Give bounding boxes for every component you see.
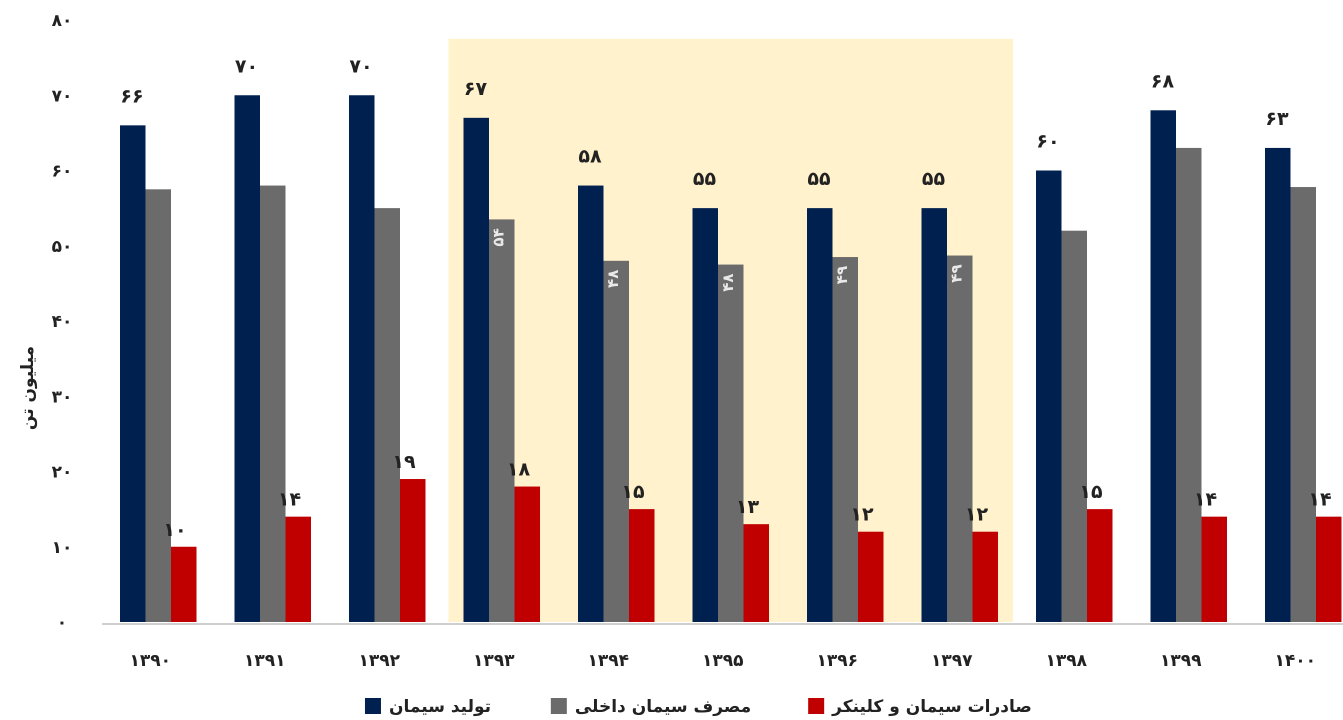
- bar-1: [1036, 170, 1062, 622]
- y-axis-title: میلیون تن: [18, 346, 38, 430]
- bar-3: [285, 516, 311, 622]
- legend-swatch: [808, 698, 825, 714]
- y-tick-label: ۵۰: [52, 237, 73, 257]
- bar-3: [171, 546, 197, 622]
- bar-1: [578, 185, 604, 623]
- y-tick-label: ۶۰: [52, 162, 73, 182]
- bar-3: [1316, 516, 1342, 622]
- bar-3: [1201, 516, 1227, 622]
- bar-1: [807, 208, 833, 622]
- x-tick-label: ۱۳۹۵: [702, 651, 744, 671]
- bar-1: [349, 95, 375, 622]
- data-label: ۷۰: [349, 55, 372, 77]
- data-label: ۵۴: [490, 228, 508, 246]
- data-label: ۷۰: [235, 55, 258, 77]
- data-label: ۱۹: [392, 451, 416, 473]
- bar-1: [463, 117, 489, 622]
- x-tick-label: ۱۳۹۱: [244, 651, 286, 671]
- data-label: ۱۵: [1079, 481, 1103, 503]
- bar-1: [1150, 110, 1176, 623]
- data-label: ۶۶: [120, 85, 143, 107]
- data-label: ۱۳: [736, 496, 760, 518]
- x-tick-label: ۱۴۰۰: [1274, 651, 1316, 671]
- bar-3: [514, 486, 540, 622]
- data-label: ۵۵: [922, 168, 946, 190]
- data-label: ۶۳: [1265, 108, 1289, 130]
- y-tick-label: ۱۰: [52, 538, 73, 558]
- bar-2: [260, 185, 286, 623]
- bar-3: [400, 479, 426, 622]
- data-label: ۴۸: [604, 270, 622, 288]
- legend-swatch: [364, 698, 381, 714]
- data-label: ۴۸: [719, 273, 737, 291]
- y-tick-label: ۷۰: [52, 86, 73, 106]
- x-tick-label: ۱۳۹۶: [816, 651, 858, 671]
- data-label: ۱۴: [1194, 489, 1217, 511]
- y-tick-label: ۰: [57, 613, 67, 633]
- bar-3: [1087, 509, 1113, 622]
- bar-3: [972, 531, 998, 622]
- data-label: ۵۸: [578, 146, 602, 168]
- x-tick-label: ۱۳۹۲: [358, 651, 400, 671]
- bar-3: [858, 531, 884, 622]
- data-label: ۱۲: [965, 504, 989, 526]
- x-tick-label: ۱۳۹۴: [587, 651, 629, 671]
- bar-2: [947, 255, 973, 622]
- x-tick-label: ۱۳۹۰: [129, 651, 171, 671]
- bar-2: [832, 257, 858, 622]
- data-label: ۱۴: [1308, 489, 1331, 511]
- data-label: ۴۹: [833, 266, 851, 284]
- bar-1: [921, 208, 947, 622]
- legend-swatch: [550, 698, 567, 714]
- data-label: ۶۷: [464, 78, 488, 100]
- legend-label: مصرف سیمان داخلی: [575, 697, 751, 717]
- bar-2: [1176, 147, 1202, 623]
- data-label: ۱۵: [621, 481, 645, 503]
- bar-1: [692, 208, 718, 622]
- bar-2: [603, 260, 629, 622]
- bar-1: [120, 125, 146, 622]
- x-tick-label: ۱۳۹۸: [1045, 651, 1087, 671]
- legend-label: تولید سیمان: [389, 697, 491, 717]
- data-label: ۱۰: [163, 519, 186, 541]
- y-tick-label: ۴۰: [52, 312, 73, 332]
- data-label: ۶۸: [1151, 70, 1175, 92]
- bar-3: [743, 524, 769, 622]
- y-tick-label: ۲۰: [52, 463, 73, 483]
- bar-2: [718, 264, 744, 622]
- data-label: ۵۵: [807, 168, 831, 190]
- bar-1: [234, 95, 260, 622]
- bar-2: [1061, 230, 1087, 622]
- x-tick-label: ۱۳۹۹: [1160, 651, 1202, 671]
- y-tick-label: ۳۰: [52, 387, 73, 407]
- data-label: ۱۲: [850, 504, 874, 526]
- data-label: ۱۴: [278, 489, 301, 511]
- data-label: ۱۸: [507, 459, 531, 481]
- bar-3: [629, 509, 655, 622]
- x-tick-label: ۱۳۹۳: [473, 651, 515, 671]
- bar-2: [1290, 187, 1316, 622]
- bar-2: [145, 189, 171, 622]
- bar-2: [489, 219, 515, 622]
- x-tick-label: ۱۳۹۷: [931, 651, 973, 671]
- legend-label: صادرات سیمان و کلینکر: [831, 697, 1032, 717]
- bar-1: [1265, 147, 1291, 623]
- y-tick-label: ۸۰: [52, 11, 73, 31]
- bar-2: [374, 208, 400, 622]
- data-label: ۶۰: [1036, 131, 1059, 153]
- data-label: ۵۵: [693, 168, 717, 190]
- data-label: ۴۹: [948, 264, 966, 282]
